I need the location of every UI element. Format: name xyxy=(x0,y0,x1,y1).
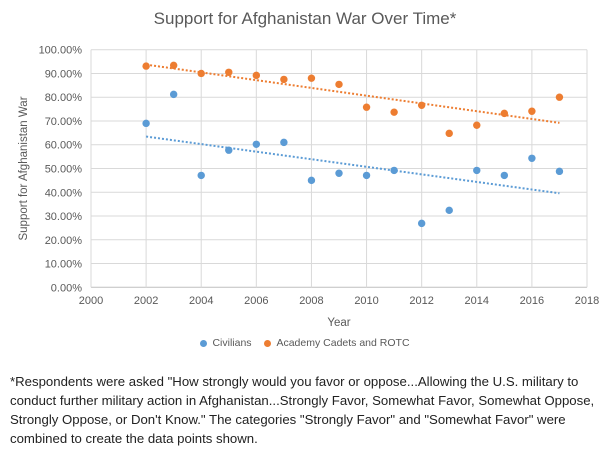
data-point-cadets xyxy=(500,109,509,118)
trendline-0 xyxy=(145,135,560,195)
legend: Civilians Academy Cadets and ROTC xyxy=(0,337,610,350)
data-point-civilians xyxy=(307,176,316,185)
data-point-civilians xyxy=(142,119,150,128)
data-point-civilians xyxy=(445,206,453,215)
data-point-cadets xyxy=(307,74,316,82)
data-point-civilians xyxy=(225,146,233,154)
x-tick-label: 2014 xyxy=(465,295,489,307)
x-tick-label: 2008 xyxy=(299,295,323,307)
data-point-civilians xyxy=(555,167,564,176)
trendline-1 xyxy=(145,63,560,124)
y-axis-title: Support for Afghanistan War xyxy=(18,96,30,240)
y-tick-label: 0.00% xyxy=(51,282,82,294)
x-tick-label: 2004 xyxy=(189,295,213,307)
y-tick-label: 60.00% xyxy=(45,140,83,152)
data-point-civilians xyxy=(362,171,371,180)
y-tick-label: 80.00% xyxy=(45,92,83,104)
data-point-civilians xyxy=(528,154,536,162)
data-point-civilians xyxy=(473,166,481,175)
legend-marker-cadets xyxy=(264,339,272,347)
data-point-cadets xyxy=(473,121,481,129)
data-point-cadets xyxy=(169,61,178,70)
data-point-cadets xyxy=(142,62,150,70)
data-point-cadets xyxy=(197,69,205,78)
data-point-cadets xyxy=(252,71,261,80)
legend-label: Civilians xyxy=(212,337,252,349)
data-point-cadets xyxy=(555,93,564,101)
footnote: *Respondents were asked "How strongly wo… xyxy=(10,374,595,446)
data-point-cadets xyxy=(528,107,536,115)
data-point-civilians xyxy=(417,219,426,228)
data-point-civilians xyxy=(197,171,205,180)
x-axis-title: Year xyxy=(327,317,350,329)
y-tick-label: 20.00% xyxy=(45,235,83,247)
x-tick-label: 2006 xyxy=(244,295,268,307)
data-point-civilians xyxy=(390,166,398,175)
data-point-cadets xyxy=(335,80,343,89)
data-point-civilians xyxy=(335,169,343,177)
x-tick-label: 2010 xyxy=(354,295,378,307)
data-point-civilians xyxy=(280,138,288,147)
y-tick-label: 90.00% xyxy=(45,68,83,80)
data-point-cadets xyxy=(445,129,453,138)
y-tick-label: 40.00% xyxy=(45,187,83,199)
data-point-civilians xyxy=(252,140,261,148)
data-point-cadets xyxy=(280,75,288,84)
data-point-civilians xyxy=(500,171,509,180)
x-tick-label: 2012 xyxy=(409,295,433,307)
x-tick-label: 2002 xyxy=(134,295,158,307)
legend-item-civilians: Civilians xyxy=(200,337,252,349)
legend-item-cadets: Academy Cadets and ROTC xyxy=(264,337,410,349)
legend-marker-civilians xyxy=(200,339,208,347)
y-tick-label: 50.00% xyxy=(45,164,83,176)
y-tick-label: 70.00% xyxy=(45,116,83,128)
data-point-civilians xyxy=(169,90,178,99)
legend-label: Academy Cadets and ROTC xyxy=(276,337,410,349)
x-tick-label: 2016 xyxy=(520,295,544,307)
data-point-cadets xyxy=(362,103,371,111)
y-tick-label: 30.00% xyxy=(45,211,83,223)
y-tick-label: 10.00% xyxy=(45,259,83,271)
data-point-cadets xyxy=(225,68,233,76)
y-tick-label: 100.00% xyxy=(39,45,83,57)
chart-title: Support for Afghanistan War Over Time* xyxy=(153,9,457,28)
data-point-cadets xyxy=(390,108,398,116)
x-tick-label: 2018 xyxy=(575,295,599,307)
x-tick-label: 2000 xyxy=(79,295,103,307)
data-point-cadets xyxy=(417,101,426,109)
scatter-plot: 0.00% 10.00% 20.00% 30.00% 40.00% 50.00% 60.00… xyxy=(18,45,599,329)
